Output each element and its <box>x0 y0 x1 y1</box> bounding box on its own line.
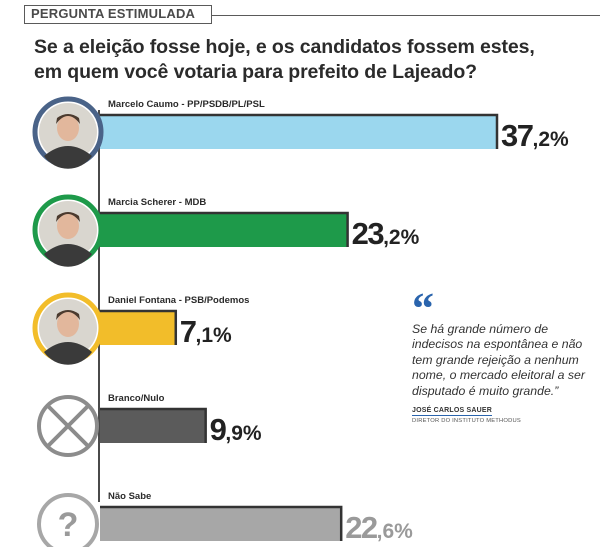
value-label: 37,2% <box>501 118 569 153</box>
chart-title-line-1: Se a eleição fosse hoje, e os candidatos… <box>34 36 535 58</box>
bar <box>100 213 348 247</box>
category-label: Daniel Fontana - PSB/Podemos <box>108 295 249 306</box>
bar-edge <box>100 505 343 541</box>
bar <box>100 507 342 541</box>
question-glyph: ? <box>58 506 79 544</box>
value-label: 22,6% <box>345 510 413 545</box>
category-label: Não Sabe <box>108 491 151 502</box>
bar <box>100 115 497 149</box>
x-circle-icon <box>37 395 99 457</box>
value-label: 23,2% <box>352 216 420 251</box>
quote-box: “ Se há grande número de indecisos na es… <box>412 284 592 425</box>
bar <box>100 409 206 443</box>
category-label: Branco/Nulo <box>108 393 165 404</box>
category-label: Marcelo Caumo - PP/PSDB/PL/PSL <box>108 99 265 110</box>
bar-edge <box>100 211 349 247</box>
bar-edge <box>100 407 207 443</box>
chart-title-line-2: em quem você votaria para prefeito de La… <box>34 61 477 83</box>
quote-author: JOSÉ CARLOS SAUER <box>412 407 493 417</box>
chart-row: Marcia Scherer - MDB 23,2% <box>32 194 420 267</box>
quote-mark: “ <box>412 284 434 333</box>
bar-edge <box>100 309 178 345</box>
value-label: 7,1% <box>180 314 232 349</box>
value-label: 9,9% <box>210 412 262 447</box>
bar-edge <box>100 113 499 149</box>
category-label: Marcia Scherer - MDB <box>108 197 206 208</box>
chart-row: Não Sabe 22,6%? <box>37 491 413 547</box>
chart-row: Branco/Nulo 9,9% <box>37 393 262 457</box>
quote-author-role: DIRETOR DO INSTITUTO METHODUS <box>412 418 521 425</box>
quote-text: Se há grande número de indecisos na espo… <box>412 322 585 398</box>
question-mark-icon: ? <box>37 493 99 547</box>
section-tag: PERGUNTA ESTIMULADA <box>24 5 600 24</box>
candidate-photo-icon <box>39 299 97 365</box>
chart-row: Daniel Fontana - PSB/Podemos 7,1% <box>32 292 249 365</box>
candidate-photo-icon <box>39 103 97 169</box>
candidate-photo-icon <box>39 201 97 267</box>
bar <box>100 311 176 345</box>
chart-row: Marcelo Caumo - PP/PSDB/PL/PSL 37,2% <box>32 96 569 169</box>
